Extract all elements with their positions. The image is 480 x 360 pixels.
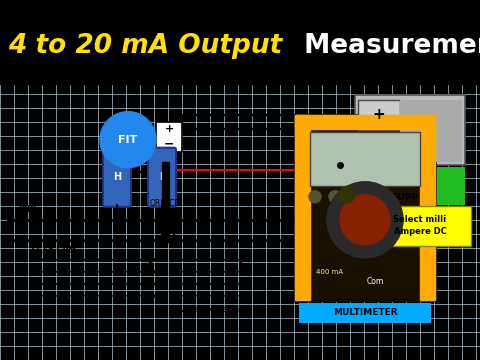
- Bar: [400, 100, 462, 162]
- Text: H: H: [113, 172, 121, 182]
- Bar: [358, 132, 400, 162]
- Text: Com: Com: [366, 278, 384, 287]
- Text: MULTIMETER: MULTIMETER: [333, 309, 397, 318]
- Circle shape: [369, 191, 381, 203]
- Text: L: L: [159, 172, 165, 182]
- Bar: [295, 114, 310, 300]
- Circle shape: [100, 112, 156, 168]
- Circle shape: [340, 195, 390, 245]
- Text: Measurement: Measurement: [295, 33, 480, 59]
- Bar: [420, 114, 435, 300]
- Circle shape: [309, 191, 321, 203]
- FancyBboxPatch shape: [148, 148, 176, 207]
- Text: −: −: [164, 138, 174, 151]
- Text: 24 VDC
POWER
SUPPLY: 24 VDC POWER SUPPLY: [391, 170, 429, 202]
- Bar: [295, 114, 435, 129]
- FancyBboxPatch shape: [355, 167, 465, 205]
- Bar: [162, 162, 169, 242]
- Bar: [358, 100, 400, 130]
- Text: −: −: [372, 139, 385, 154]
- Text: +: +: [164, 124, 174, 134]
- Bar: [295, 114, 435, 300]
- FancyBboxPatch shape: [156, 122, 182, 152]
- Text: FIT: FIT: [119, 135, 138, 145]
- Text: 400 mA: 400 mA: [316, 269, 344, 275]
- Text: Vena Contracta: Vena Contracta: [180, 305, 240, 314]
- Text: 11.65 GPM: 11.65 GPM: [30, 246, 76, 255]
- Circle shape: [339, 187, 355, 203]
- Circle shape: [349, 191, 361, 203]
- Circle shape: [329, 191, 341, 203]
- FancyBboxPatch shape: [299, 303, 431, 323]
- Text: ORIFICE: ORIFICE: [150, 199, 180, 208]
- Text: 4 to 20 mA Output: 4 to 20 mA Output: [8, 33, 282, 59]
- FancyBboxPatch shape: [310, 132, 420, 186]
- FancyBboxPatch shape: [103, 148, 131, 207]
- Text: +: +: [372, 107, 385, 122]
- Text: Select milli
Ampere DC: Select milli Ampere DC: [394, 215, 446, 236]
- Text: PIPE: PIPE: [18, 205, 39, 214]
- FancyBboxPatch shape: [369, 206, 471, 246]
- FancyBboxPatch shape: [355, 95, 465, 165]
- Circle shape: [327, 182, 403, 258]
